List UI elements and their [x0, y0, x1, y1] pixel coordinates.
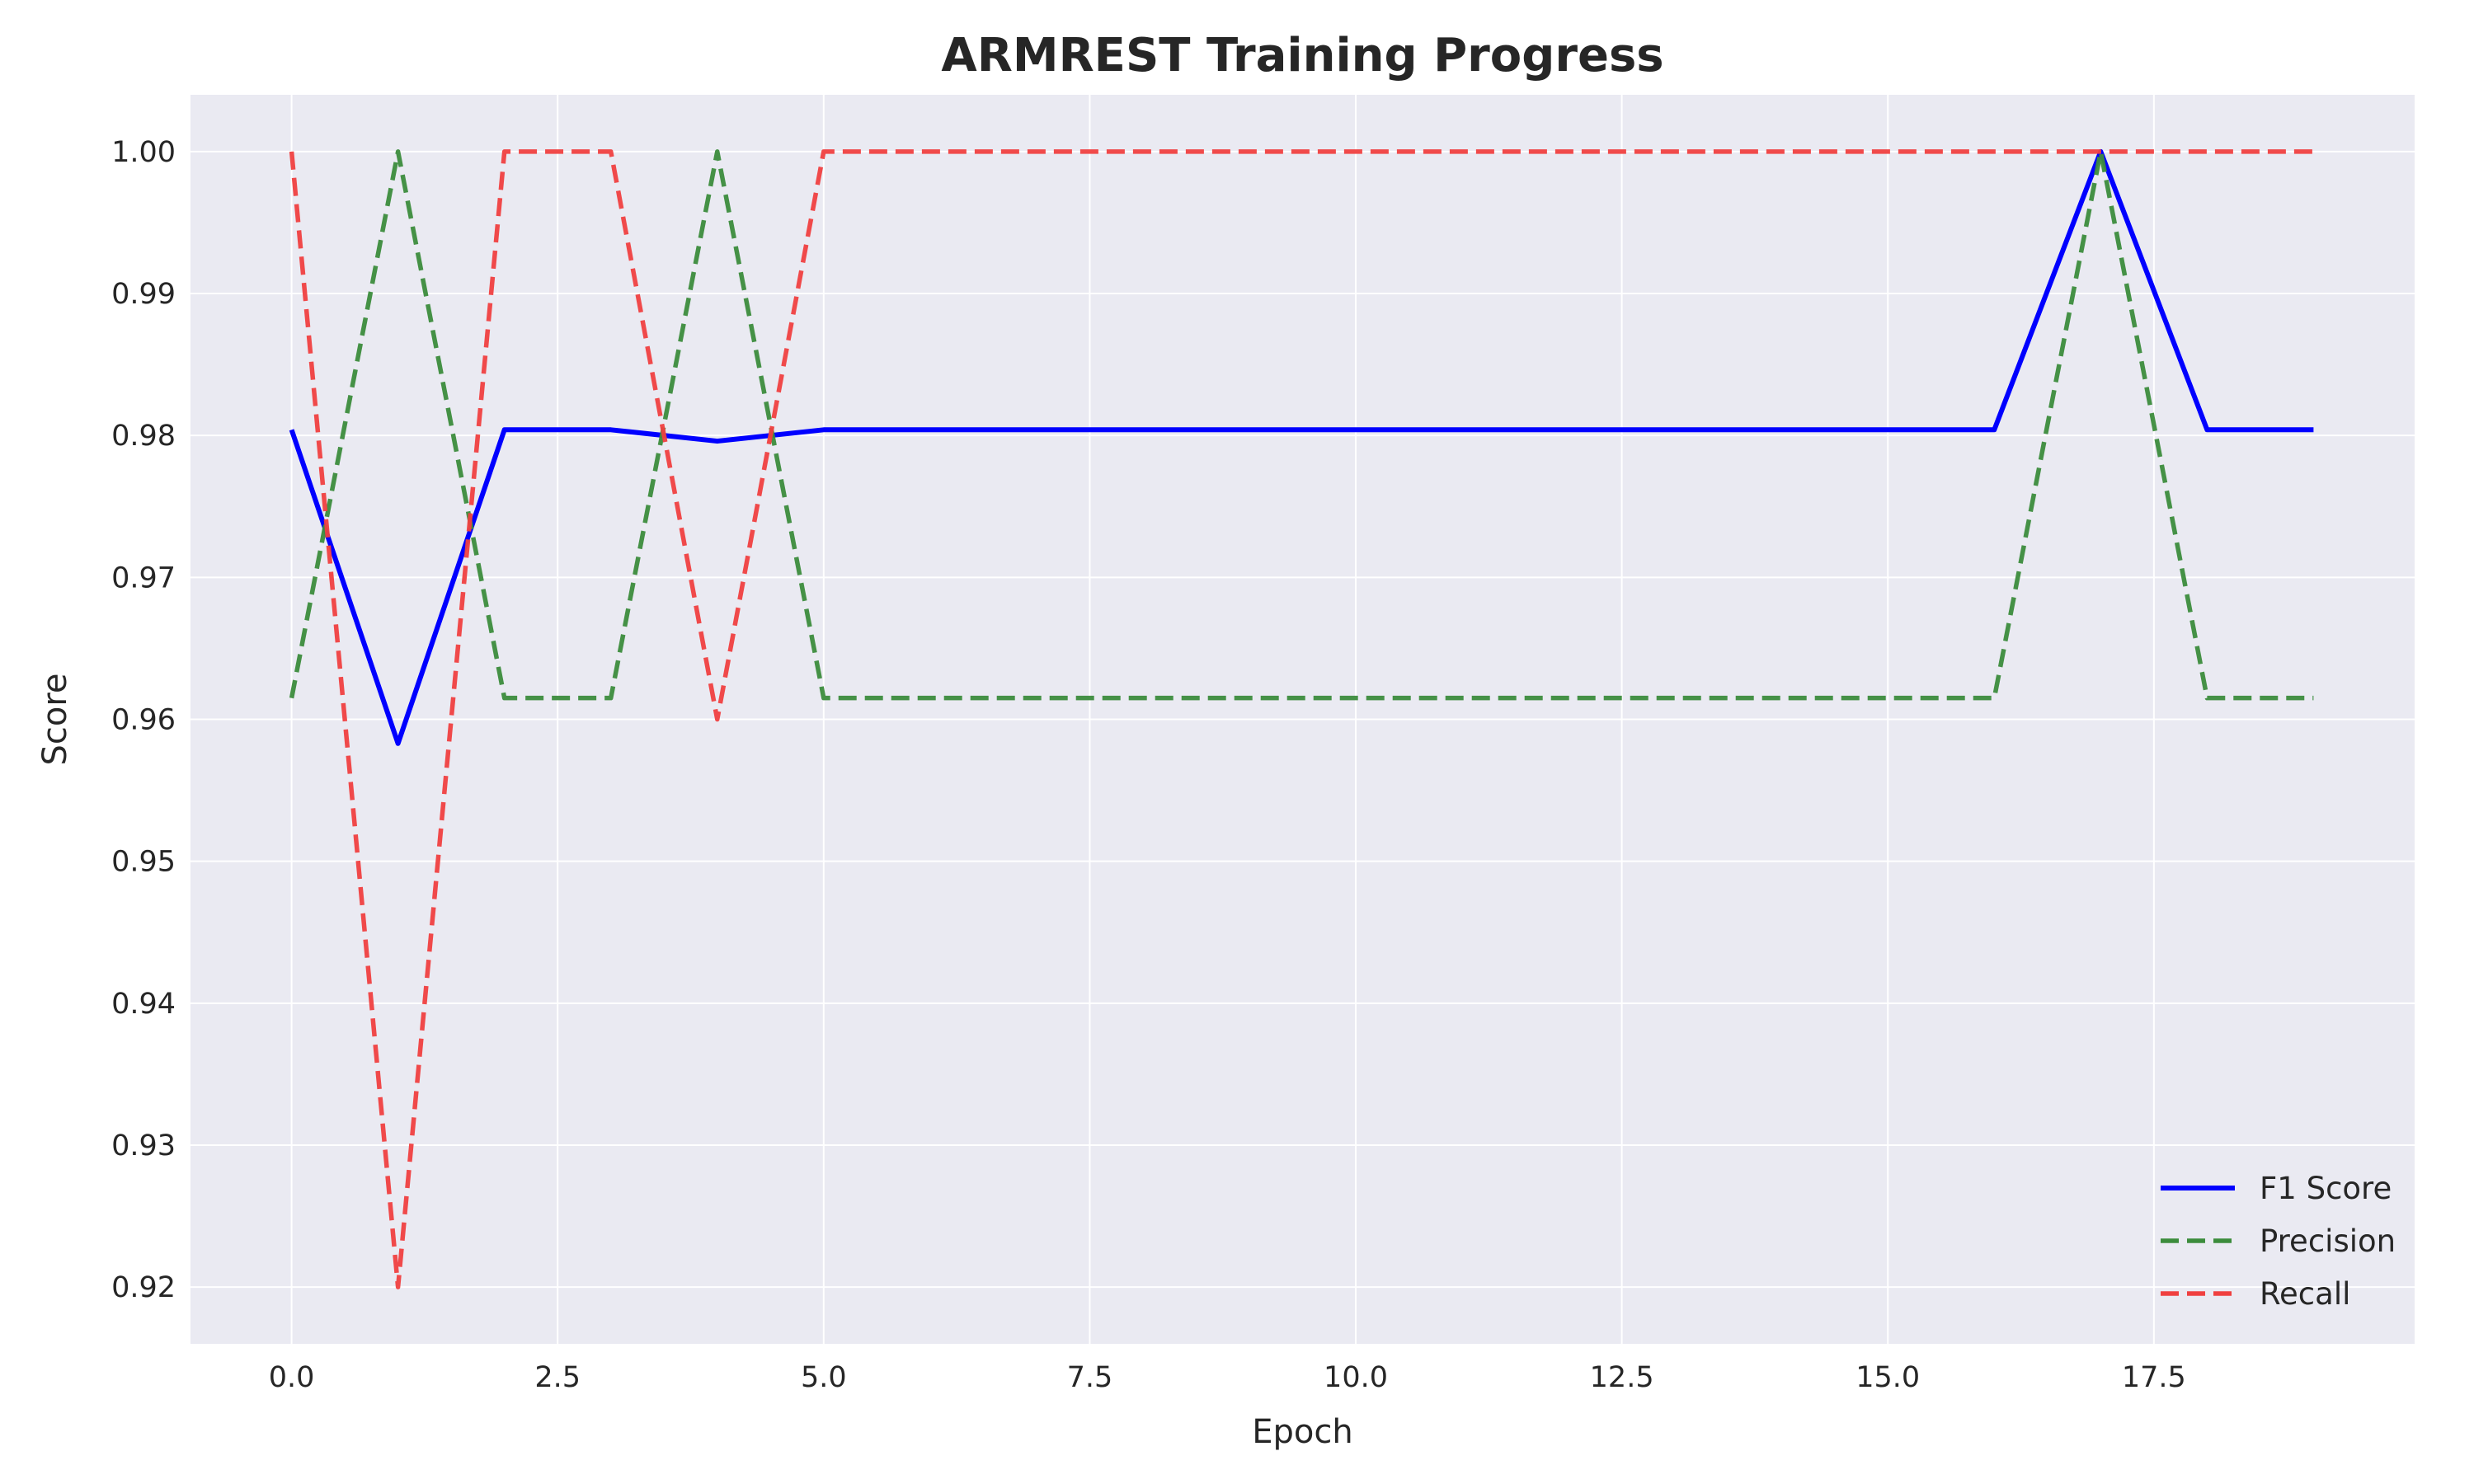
x-tick-label: 2.5: [534, 1361, 581, 1394]
legend-label: Precision: [2260, 1223, 2396, 1259]
y-axis-ticks: 0.92 0.93 0.94 0.95 0.96 0.97 0.98 0.99 1.00: [111, 136, 176, 1304]
y-tick-label: 0.98: [111, 420, 176, 453]
x-tick-label: 10.0: [1324, 1361, 1388, 1394]
y-tick-label: 0.99: [111, 278, 176, 311]
chart-title: ARMREST Training Progress: [941, 29, 1663, 82]
series-line-precision: [289, 149, 2314, 701]
y-tick-label: 0.96: [111, 704, 176, 737]
x-tick-label: 5.0: [801, 1361, 847, 1394]
legend-label: Recall: [2260, 1276, 2350, 1312]
x-tick-label: 0.0: [269, 1361, 315, 1394]
legend-item: Recall: [2161, 1276, 2350, 1312]
y-tick-label: 0.94: [111, 988, 176, 1021]
x-tick-label: 12.5: [1590, 1361, 1654, 1394]
legend-label: F1 Score: [2260, 1171, 2392, 1206]
x-tick-label: 7.5: [1067, 1361, 1113, 1394]
y-tick-label: 0.92: [111, 1271, 176, 1304]
series-line-recall: [289, 149, 2314, 1289]
series-line-f1-score: [289, 148, 2314, 746]
y-axis-label: Score: [36, 673, 74, 765]
x-axis-ticks: 0.0 2.5 5.0 7.5 10.0 12.5 15.0 17.5: [269, 1361, 2186, 1394]
x-tick-label: 15.0: [1856, 1361, 1920, 1394]
legend-item: Precision: [2161, 1223, 2396, 1259]
legend-item: F1 Score: [2161, 1171, 2392, 1206]
y-tick-label: 0.97: [111, 561, 176, 594]
y-tick-label: 0.93: [111, 1129, 176, 1162]
series-lines: [289, 148, 2314, 1289]
x-axis-label: Epoch: [1252, 1413, 1352, 1451]
x-tick-label: 17.5: [2122, 1361, 2186, 1394]
y-tick-label: 0.95: [111, 846, 176, 879]
y-tick-label: 1.00: [111, 136, 176, 169]
legend: F1 Score Precision Recall: [2161, 1171, 2396, 1312]
